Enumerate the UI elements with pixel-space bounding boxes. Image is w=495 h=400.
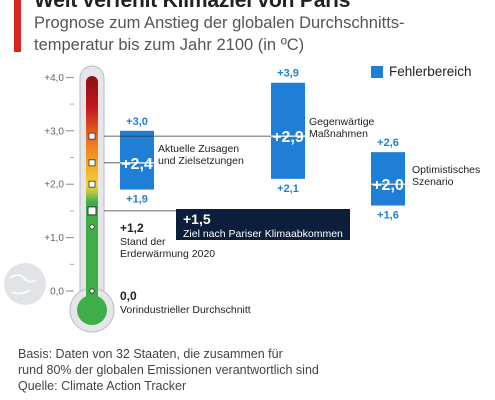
footer-line-2: rund 80% der globalen Emissionen verantw… [18,363,319,377]
range-high-label: +2,6 [377,137,399,149]
scenario-label: und Zielsetzungen [158,155,244,167]
y-tick-label: 0,0 [50,287,64,298]
chart-subtitle: Prognose zum Anstieg der globalen Durchs… [34,14,405,54]
thermometer-bulb [77,295,107,325]
scenario-label: Gegenwärtige [309,116,375,128]
range-high-label: +3,9 [277,68,299,80]
current-warming-label: Erderwärmung 2020 [120,248,215,260]
footer-notes: Basis: Daten von 32 Staaten, die zusamme… [18,346,319,394]
scenario-label: Optimistisches [412,164,480,176]
range-low-label: +2,1 [277,183,299,195]
y-tick-label: +4,0 [44,73,64,84]
thermometer-marker [88,180,96,188]
scenario-label: Aktuelle Zusagen [158,143,239,155]
thermometer-marker [88,159,96,167]
range-high-label: +3,0 [126,116,148,128]
globe-icon [4,263,46,305]
error-range-bar [120,130,154,190]
preindustrial-value: 0,0 [120,289,137,303]
current-warming-marker [89,224,95,230]
current-warming-label: Stand der [120,236,166,248]
scenario-label: Szenario [412,176,454,188]
range-low-label: +1,6 [377,210,399,222]
error-range-bar [371,152,405,206]
estimate-label: +2,4 [121,156,153,173]
y-tick-label: +1,0 [44,233,64,244]
preindustrial-marker [89,288,95,294]
estimate-label: +2,0 [372,177,404,194]
legend-label: Fehlerbereich [389,64,472,79]
paris-target-box [176,209,350,240]
legend-swatch [371,65,383,78]
estimate-label: +2,9 [272,129,304,146]
footer-line-3: Quelle: Climate Action Tracker [18,379,187,393]
y-tick-label: +2,0 [44,180,64,191]
scenario-label: Maßnahmen [309,128,368,140]
chart-title: Weit verfehlt Klimaziel von Paris [34,0,351,12]
preindustrial-label: Vorindustrieller Durchschnitt [120,304,251,316]
thermometer-marker [88,132,96,140]
y-tick-label: +3,0 [44,126,64,137]
legend: Fehlerbereich [371,64,472,79]
current-warming-value: +1,2 [120,221,144,235]
footer-line-1: Basis: Daten von 32 Staaten, die zusamme… [18,347,283,361]
title-accent-bar [14,0,21,52]
range-low-label: +1,9 [126,194,148,206]
paris-target-value: +1,5 [183,211,211,227]
thermometer-mercury [86,76,98,306]
paris-target-marker [87,206,97,216]
error-range-bar [271,82,305,179]
paris-target-label: Ziel nach Pariser Klimaabkommen [183,228,343,240]
globe-continents-icon [9,274,37,295]
